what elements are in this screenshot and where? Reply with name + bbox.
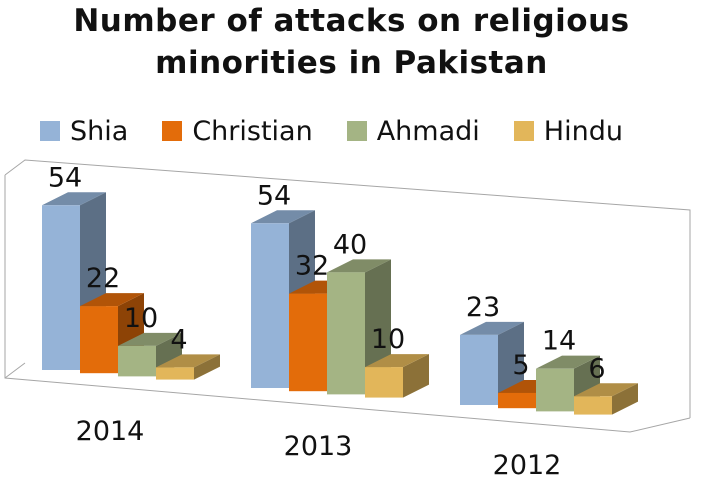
category-label-2012: 2012	[493, 450, 562, 478]
data-label-ahmadi-2013: 40	[333, 229, 367, 260]
data-label-shia-2012: 23	[466, 292, 500, 323]
category-label-2014: 2014	[76, 416, 145, 447]
bar-top-shia-2012	[460, 321, 524, 335]
data-label-shia-2013: 54	[257, 180, 291, 211]
chart-title-line-1: Number of attacks on religious	[73, 3, 630, 39]
data-label-hindu-2014: 4	[170, 324, 187, 355]
bar-top-christian-2014	[80, 293, 144, 307]
bar-ahmadi-2012	[536, 368, 574, 412]
legend-swatch-hindu	[513, 121, 534, 141]
bar-top-ahmadi-2012	[536, 355, 600, 369]
bar-shia-2012	[460, 334, 498, 405]
bar-side-hindu-2014	[194, 354, 220, 380]
chart-title: Number of attacks on religious minoritie…	[0, 0, 703, 84]
bar-top-shia-2013	[251, 210, 315, 224]
legend-label-ahmadi: Ahmadi	[376, 115, 480, 147]
chart-floor-left	[4, 362, 26, 379]
legend-item-ahmadi: Ahmadi	[346, 115, 480, 147]
bar-hindu-2013	[365, 367, 403, 398]
bar-shia-2013	[251, 223, 289, 388]
legend-label-hindu: Hindu	[543, 115, 623, 147]
chart-title-line-2: minorities in Pakistan	[155, 45, 548, 81]
legend-swatch-shia	[40, 121, 60, 141]
legend-item-christian: Christian	[162, 115, 313, 147]
bar-ahmadi-2013	[327, 272, 365, 395]
bar-top-shia-2014	[42, 192, 106, 206]
legend-label-christian: Christian	[192, 115, 313, 147]
chart-back-wall	[4, 159, 691, 418]
bar-top-hindu-2013	[365, 354, 429, 368]
bar-top-hindu-2014	[156, 354, 220, 368]
bar-side-hindu-2012	[612, 383, 638, 415]
legend-swatch-ahmadi	[346, 121, 367, 141]
legend-item-hindu: Hindu	[513, 115, 623, 147]
data-label-ahmadi-2014: 10	[124, 303, 158, 334]
bar-top-ahmadi-2013	[327, 259, 391, 273]
legend-swatch-christian	[162, 121, 183, 141]
data-label-hindu-2012: 6	[588, 353, 605, 384]
bar-christian-2014	[80, 306, 118, 374]
data-label-christian-2012: 5	[512, 350, 529, 381]
legend: Shia Christian Ahmadi Hindu	[40, 113, 657, 149]
bar-hindu-2012	[574, 396, 612, 415]
chart-floor-edge	[4, 175, 691, 433]
data-label-ahmadi-2012: 14	[542, 326, 576, 357]
bar-ahmadi-2014	[118, 345, 156, 377]
legend-item-shia: Shia	[40, 116, 128, 147]
bar-shia-2014	[42, 205, 80, 370]
bar-christian-2013	[289, 293, 327, 392]
bar-top-hindu-2012	[574, 383, 638, 397]
bar-top-ahmadi-2014	[118, 332, 182, 346]
data-label-shia-2014: 54	[48, 162, 82, 193]
data-label-christian-2014: 22	[86, 263, 120, 294]
data-label-hindu-2013: 10	[371, 324, 405, 355]
bar-side-hindu-2013	[403, 354, 429, 398]
category-label-2013: 2013	[284, 431, 353, 462]
legend-label-shia: Shia	[70, 115, 129, 147]
bar-hindu-2014	[156, 367, 194, 380]
bar-christian-2012	[498, 392, 536, 409]
data-label-christian-2013: 32	[295, 251, 329, 282]
